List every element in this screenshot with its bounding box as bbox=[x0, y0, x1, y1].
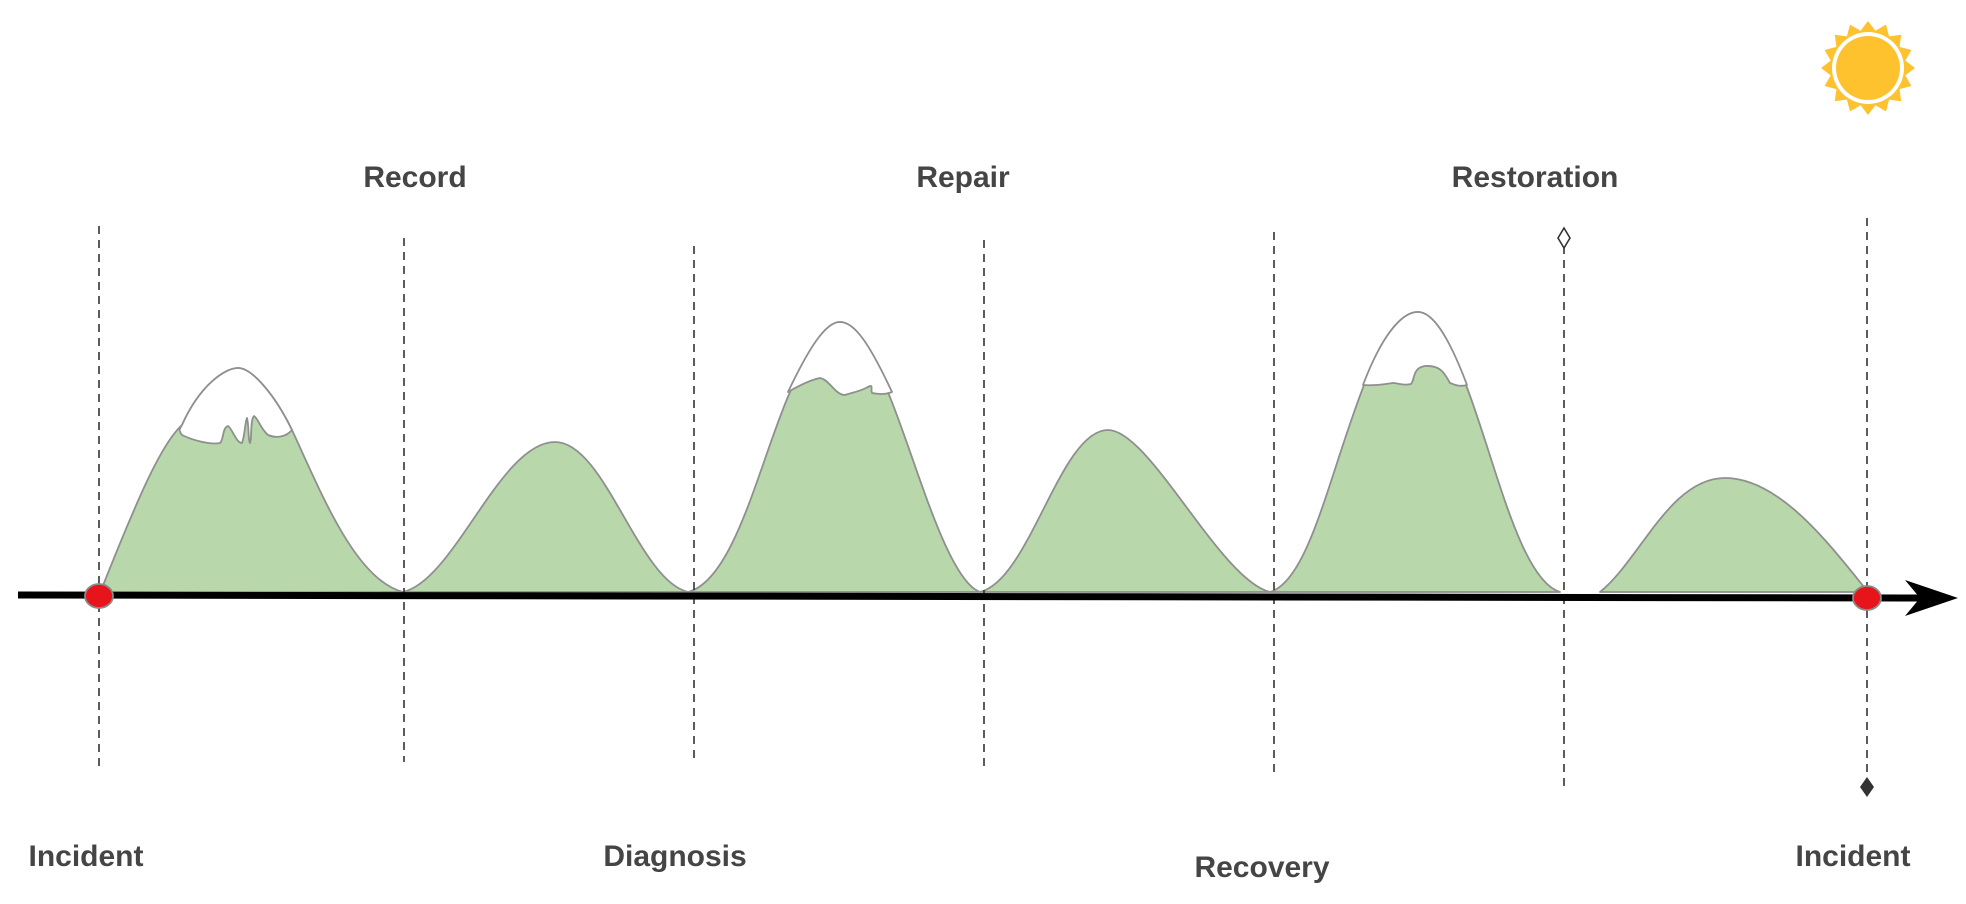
label-record: Record bbox=[363, 161, 466, 194]
snow-cap-1 bbox=[178, 367, 293, 445]
snow-cap-5 bbox=[1362, 311, 1468, 387]
hills bbox=[99, 311, 1869, 594]
incident-marker-end bbox=[1852, 585, 1882, 611]
label-diagnosis: Diagnosis bbox=[603, 840, 746, 873]
sun-icon bbox=[1821, 21, 1915, 115]
label-recovery: Recovery bbox=[1194, 851, 1329, 884]
phase-dividers bbox=[98, 218, 1868, 788]
hill-2 bbox=[402, 441, 689, 593]
diamond-icon-filled bbox=[1860, 777, 1874, 797]
hill-6 bbox=[1599, 477, 1869, 593]
snow-cap-3 bbox=[787, 321, 893, 396]
hill-4 bbox=[979, 429, 1271, 593]
label-incident-end: Incident bbox=[1795, 840, 1910, 873]
label-restoration: Restoration bbox=[1452, 161, 1619, 194]
timeline-arrow bbox=[17, 580, 1958, 616]
label-repair: Repair bbox=[916, 161, 1010, 194]
diamond-icon-outline bbox=[1557, 226, 1571, 250]
label-incident-start: Incident bbox=[28, 840, 143, 873]
incident-marker-start bbox=[84, 583, 114, 609]
